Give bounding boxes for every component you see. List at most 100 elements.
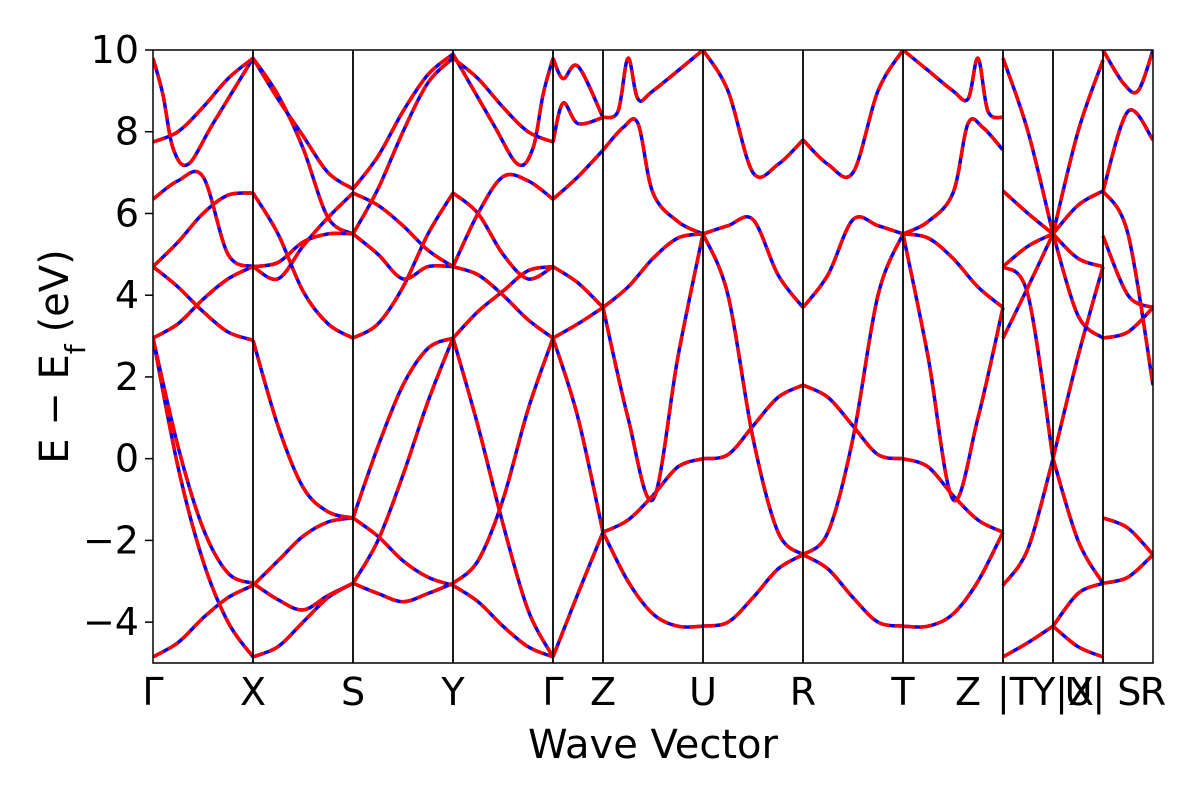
x-tick-label-4: Γ [542, 670, 563, 714]
band-line-dashed-17 [252, 231, 354, 269]
band-line-dashed-3 [452, 583, 554, 659]
band-line-solid-63 [902, 117, 1005, 236]
high-symmetry-lines [252, 50, 1104, 663]
band-line-solid-52 [701, 233, 805, 557]
x-tick-label-1: X [240, 670, 266, 714]
y-tick-label-5: 6 [115, 191, 139, 235]
band-line-dashed-48 [602, 50, 705, 120]
x-tick-label-13: R [1140, 670, 1166, 714]
band-line-dashed-73 [1051, 624, 1104, 659]
band-line-dashed-81 [1102, 516, 1153, 556]
x-tick-label-11: Y|X [1031, 670, 1094, 715]
band-line-dashed-50 [702, 553, 804, 628]
band-line-solid-13 [251, 339, 354, 520]
band-line-dashed-19 [452, 264, 555, 340]
band-line-dashed-14 [351, 336, 454, 519]
band-line-dashed-43 [602, 457, 704, 534]
band-line-dashed-15 [451, 264, 554, 340]
band-line-solid-85 [1101, 108, 1153, 192]
band-line-dashed-10 [351, 337, 455, 585]
band-line-dashed-45 [601, 232, 704, 309]
y-tick-label-4: 4 [115, 273, 139, 317]
x-tick-label-10: |T [997, 670, 1034, 715]
band-line-solid-6 [352, 581, 454, 604]
band-line-dashed-24 [153, 169, 254, 269]
band-line-dashed-68 [1001, 265, 1055, 459]
band-line-solid-66 [1001, 458, 1055, 587]
band-line-solid-55 [802, 553, 904, 628]
band-line-dashed-84 [1101, 189, 1153, 386]
band-line-solid-8 [153, 337, 255, 658]
band-line-dashed-78 [1051, 189, 1104, 236]
band-line-solid-81 [1102, 516, 1153, 556]
band-line-dashed-61 [902, 232, 1005, 309]
band-line-solid-54 [802, 383, 904, 461]
band-line-dashed-39 [552, 265, 605, 309]
band-line-dashed-75 [1051, 266, 1105, 460]
band-line-dashed-23 [451, 191, 554, 281]
x-tick-label-6: U [689, 670, 717, 714]
x-tick-label-8: T [890, 670, 915, 714]
band-line-dashed-80 [1102, 553, 1153, 586]
band-line-dashed-7 [451, 337, 555, 585]
band-line-dashed-74 [1051, 458, 1105, 585]
band-line-dashed-65 [1002, 624, 1054, 659]
band-line-dashed-83 [1101, 235, 1153, 310]
band-line-dashed-25 [252, 191, 355, 282]
y-axis: −4 −2 0 2 4 6 8 10 [83, 28, 153, 644]
band-line-dashed-34 [351, 52, 455, 190]
band-line-dashed-8 [153, 337, 255, 658]
y-tick-label-1: −2 [83, 518, 139, 562]
x-tick-label-5: Z [590, 670, 616, 714]
band-line-solid-32 [153, 57, 255, 168]
x-tick-label-7: R [790, 670, 816, 714]
x-tick-label-12: U| S [1065, 670, 1142, 715]
band-line-dashed-64 [901, 50, 1004, 120]
band-line-dashed-22 [352, 192, 455, 340]
band-line-solid-72 [1051, 581, 1104, 628]
band-line-dashed-27 [451, 172, 555, 268]
band-line-dashed-26 [352, 191, 454, 269]
band-line-dashed-9 [252, 581, 354, 659]
band-line-dashed-51 [702, 215, 805, 309]
band-line-dashed-44 [601, 531, 704, 629]
y-axis-title-main: E − E [32, 354, 78, 464]
band-line-dashed-29 [251, 57, 354, 236]
band-line-dashed-86 [1101, 50, 1153, 95]
plot-frame [152, 49, 1154, 664]
band-line-dashed-16 [153, 265, 254, 340]
band-line-dashed-20 [153, 191, 254, 268]
band-line-dashed-79 [1051, 59, 1105, 235]
band-line-dashed-11 [451, 337, 555, 658]
y-axis-title-subscript: f [59, 343, 92, 354]
band-line-dashed-12 [153, 265, 254, 342]
band-line-solid-84 [1101, 189, 1153, 386]
band-line-dashed-70 [1001, 189, 1055, 236]
band-line-solid-14 [351, 336, 454, 519]
bands-layer [153, 50, 1153, 659]
band-line-dashed-32 [153, 57, 255, 168]
band-line-dashed-53 [701, 50, 805, 180]
band-line-solid-1 [251, 516, 354, 587]
band-line-dashed-72 [1051, 581, 1104, 628]
band-line-dashed-59 [902, 457, 1004, 534]
band-line-dashed-76 [1051, 233, 1105, 340]
band-line-solid-49 [702, 383, 804, 461]
band-line-dashed-36 [551, 531, 605, 658]
band-line-dashed-46 [601, 233, 705, 503]
band-line-dashed-21 [251, 192, 354, 340]
band-line-dashed-18 [351, 232, 454, 281]
x-tick-label-3: Y [440, 670, 465, 714]
band-line-solid-75 [1051, 266, 1105, 460]
band-line-dashed-77 [1051, 232, 1104, 269]
band-line-solid-5 [252, 581, 354, 612]
y-tick-label-6: 8 [115, 110, 139, 154]
band-line-dashed-63 [902, 117, 1005, 236]
band-line-dashed-67 [1001, 233, 1055, 339]
band-line-dashed-71 [1001, 57, 1055, 235]
band-line-dashed-49 [702, 383, 804, 461]
band-line-dashed-47 [601, 117, 704, 236]
band-line-dashed-82 [1102, 306, 1153, 340]
band-line-dashed-31 [451, 56, 554, 144]
